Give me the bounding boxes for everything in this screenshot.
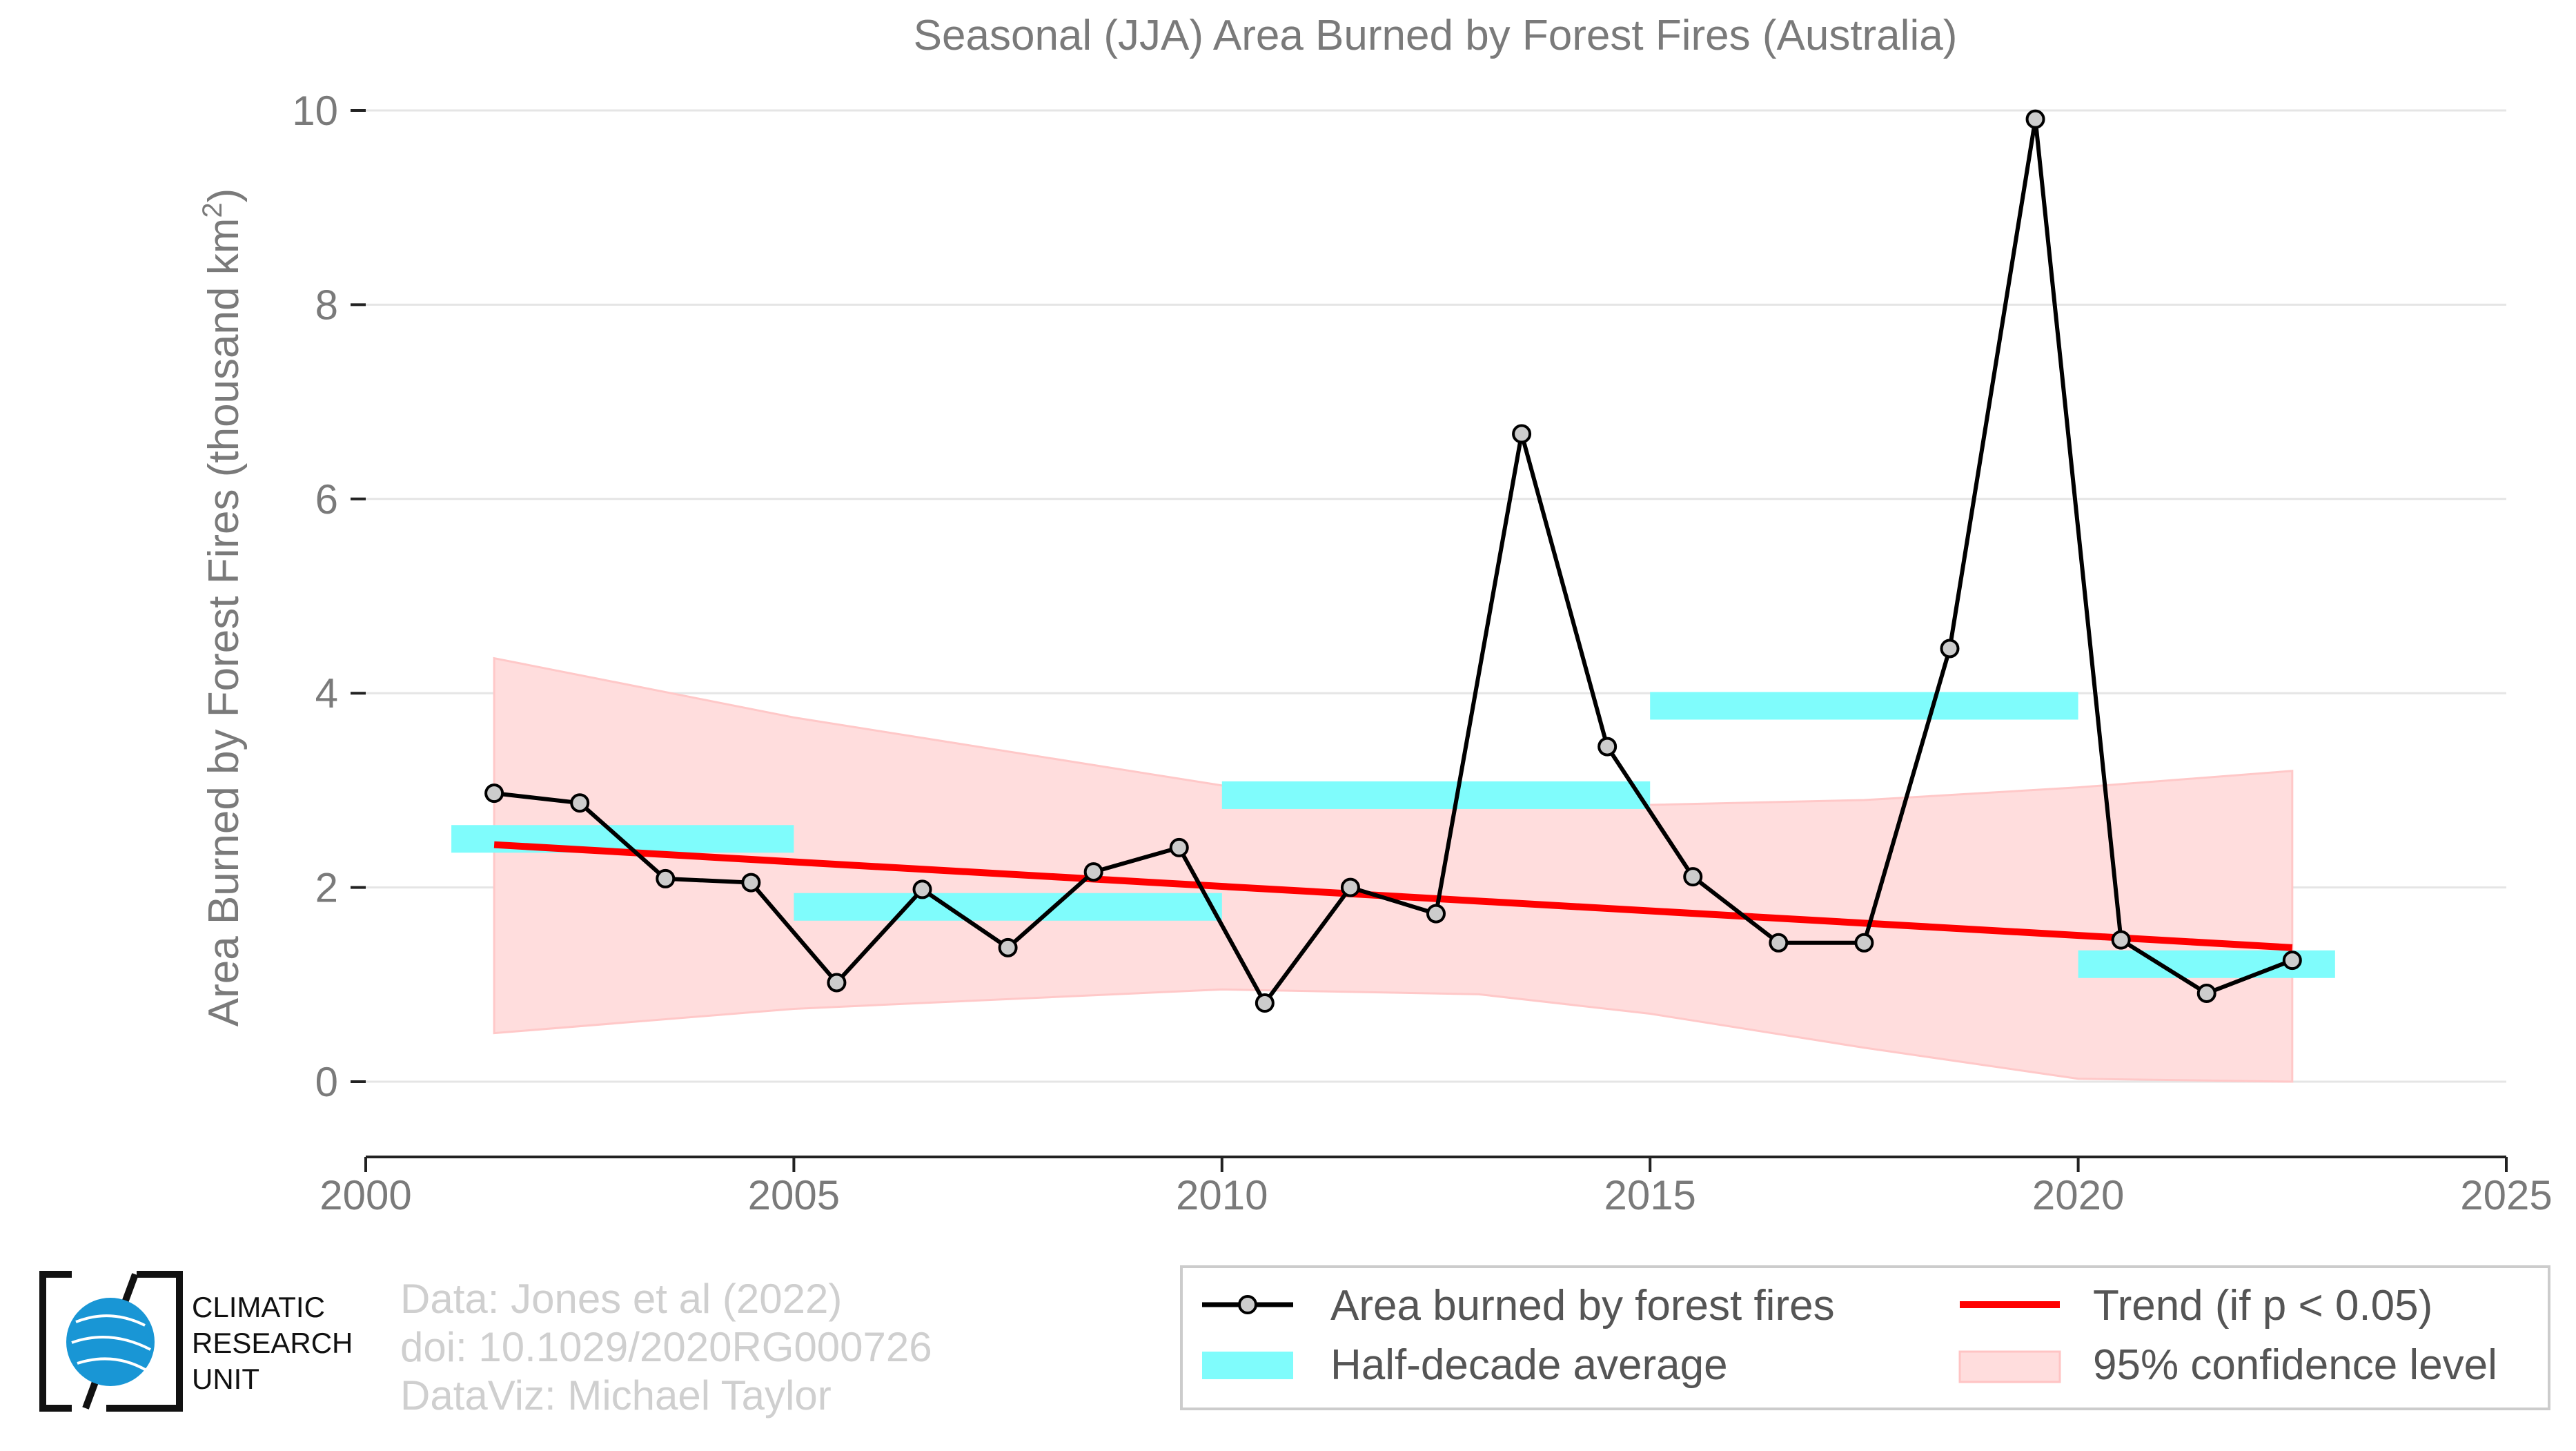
legend-label-series: Area burned by forest fires: [1330, 1282, 1835, 1330]
data-point: [741, 873, 761, 893]
logo-text-line-3: UNIT: [192, 1363, 259, 1395]
data-point: [2111, 930, 2131, 950]
globe-icon: [66, 1298, 155, 1386]
globe-swirl: [71, 1314, 151, 1372]
x-tick-label: 2010: [1176, 1172, 1268, 1218]
legend-label-confidence: 95% confidence level: [2093, 1341, 2497, 1389]
y-tick-label: 4: [315, 670, 338, 717]
legend-swatch-confidence: [1958, 1350, 2061, 1383]
legend-swatch-series-marker: [1238, 1295, 1257, 1314]
data-point: [1683, 867, 1703, 887]
data-point: [1083, 862, 1103, 882]
half-decade-bar: [794, 893, 1222, 921]
data-point: [827, 973, 847, 993]
data-point: [1854, 933, 1874, 953]
chart-title: Seasonal (JJA) Area Burned by Forest Fir…: [914, 12, 1958, 59]
series-layer: [484, 109, 2302, 1013]
data-point: [1255, 993, 1275, 1013]
y-tick-label: 0: [315, 1059, 338, 1105]
legend-box: [1180, 1265, 2550, 1410]
legend-label-trend: Trend (if p < 0.05): [2093, 1282, 2432, 1330]
data-point: [998, 937, 1018, 957]
credits-line-1: Data: Jones et al (2022): [400, 1276, 842, 1322]
data-point: [1512, 424, 1532, 444]
y-ticks: 0 2 4 6 8 10: [292, 88, 366, 1105]
y-axis-label-end: ): [200, 188, 248, 203]
data-point: [1340, 877, 1360, 897]
data-point: [2025, 109, 2045, 129]
data-point: [1426, 904, 1446, 924]
logo-text-line-1: CLIMATIC: [192, 1291, 325, 1323]
credits: Data: Jones et al (2022) doi: 10.1029/20…: [400, 1276, 932, 1419]
data-point: [912, 879, 932, 899]
confidence-band-layer: [493, 656, 2294, 1083]
y-tick-label: 6: [315, 476, 338, 523]
logo-text-line-2: RESEARCH: [192, 1327, 353, 1359]
logo-frame: [39, 1271, 183, 1412]
y-tick-label: 10: [292, 88, 338, 134]
data-point: [570, 793, 590, 813]
half-decade-bar: [1650, 692, 2078, 720]
x-tick-label: 2025: [2460, 1172, 2552, 1218]
data-point: [656, 868, 676, 888]
half-decade-average-layer: [451, 692, 2335, 978]
x-ticks: 2000 2005 2010 2015 2020 2025: [319, 1157, 2553, 1218]
y-axis-label-main: Area Burned by Forest Fires (thousand km: [200, 218, 248, 1027]
x-tick-label: 2000: [319, 1172, 411, 1218]
series-line: [493, 117, 2293, 1006]
data-point: [1597, 737, 1618, 757]
x-tick-label: 2020: [2032, 1172, 2124, 1218]
data-point: [484, 783, 504, 804]
trend-line: [493, 841, 2293, 951]
half-decade-bar: [1221, 781, 1651, 809]
trend-line-layer: [493, 841, 2293, 951]
data-point: [2196, 983, 2216, 1003]
data-point: [2282, 951, 2302, 971]
confidence-band: [493, 656, 2294, 1083]
data-point: [1769, 933, 1789, 953]
cru-logo: CLIMATIC RESEARCH UNIT: [39, 1271, 353, 1412]
y-axis-label-superscript: 2: [197, 202, 228, 217]
x-tick-label: 2015: [1604, 1172, 1695, 1218]
legend-label-average: Half-decade average: [1330, 1341, 1728, 1389]
y-tick-label: 8: [315, 282, 338, 328]
y-axis-label: Area Burned by Forest Fires (thousand km…: [197, 188, 248, 1027]
legend-swatch-average: [1202, 1352, 1293, 1379]
data-point: [1169, 837, 1189, 857]
y-tick-label: 2: [315, 865, 338, 911]
credits-line-3: DataViz: Michael Taylor: [400, 1372, 832, 1419]
legend: Area burned by forest fires Half-decade …: [1180, 1265, 2550, 1410]
credits-line-2: doi: 10.1029/2020RG000726: [400, 1324, 932, 1370]
data-point: [1940, 639, 1960, 659]
x-tick-label: 2005: [748, 1172, 840, 1218]
